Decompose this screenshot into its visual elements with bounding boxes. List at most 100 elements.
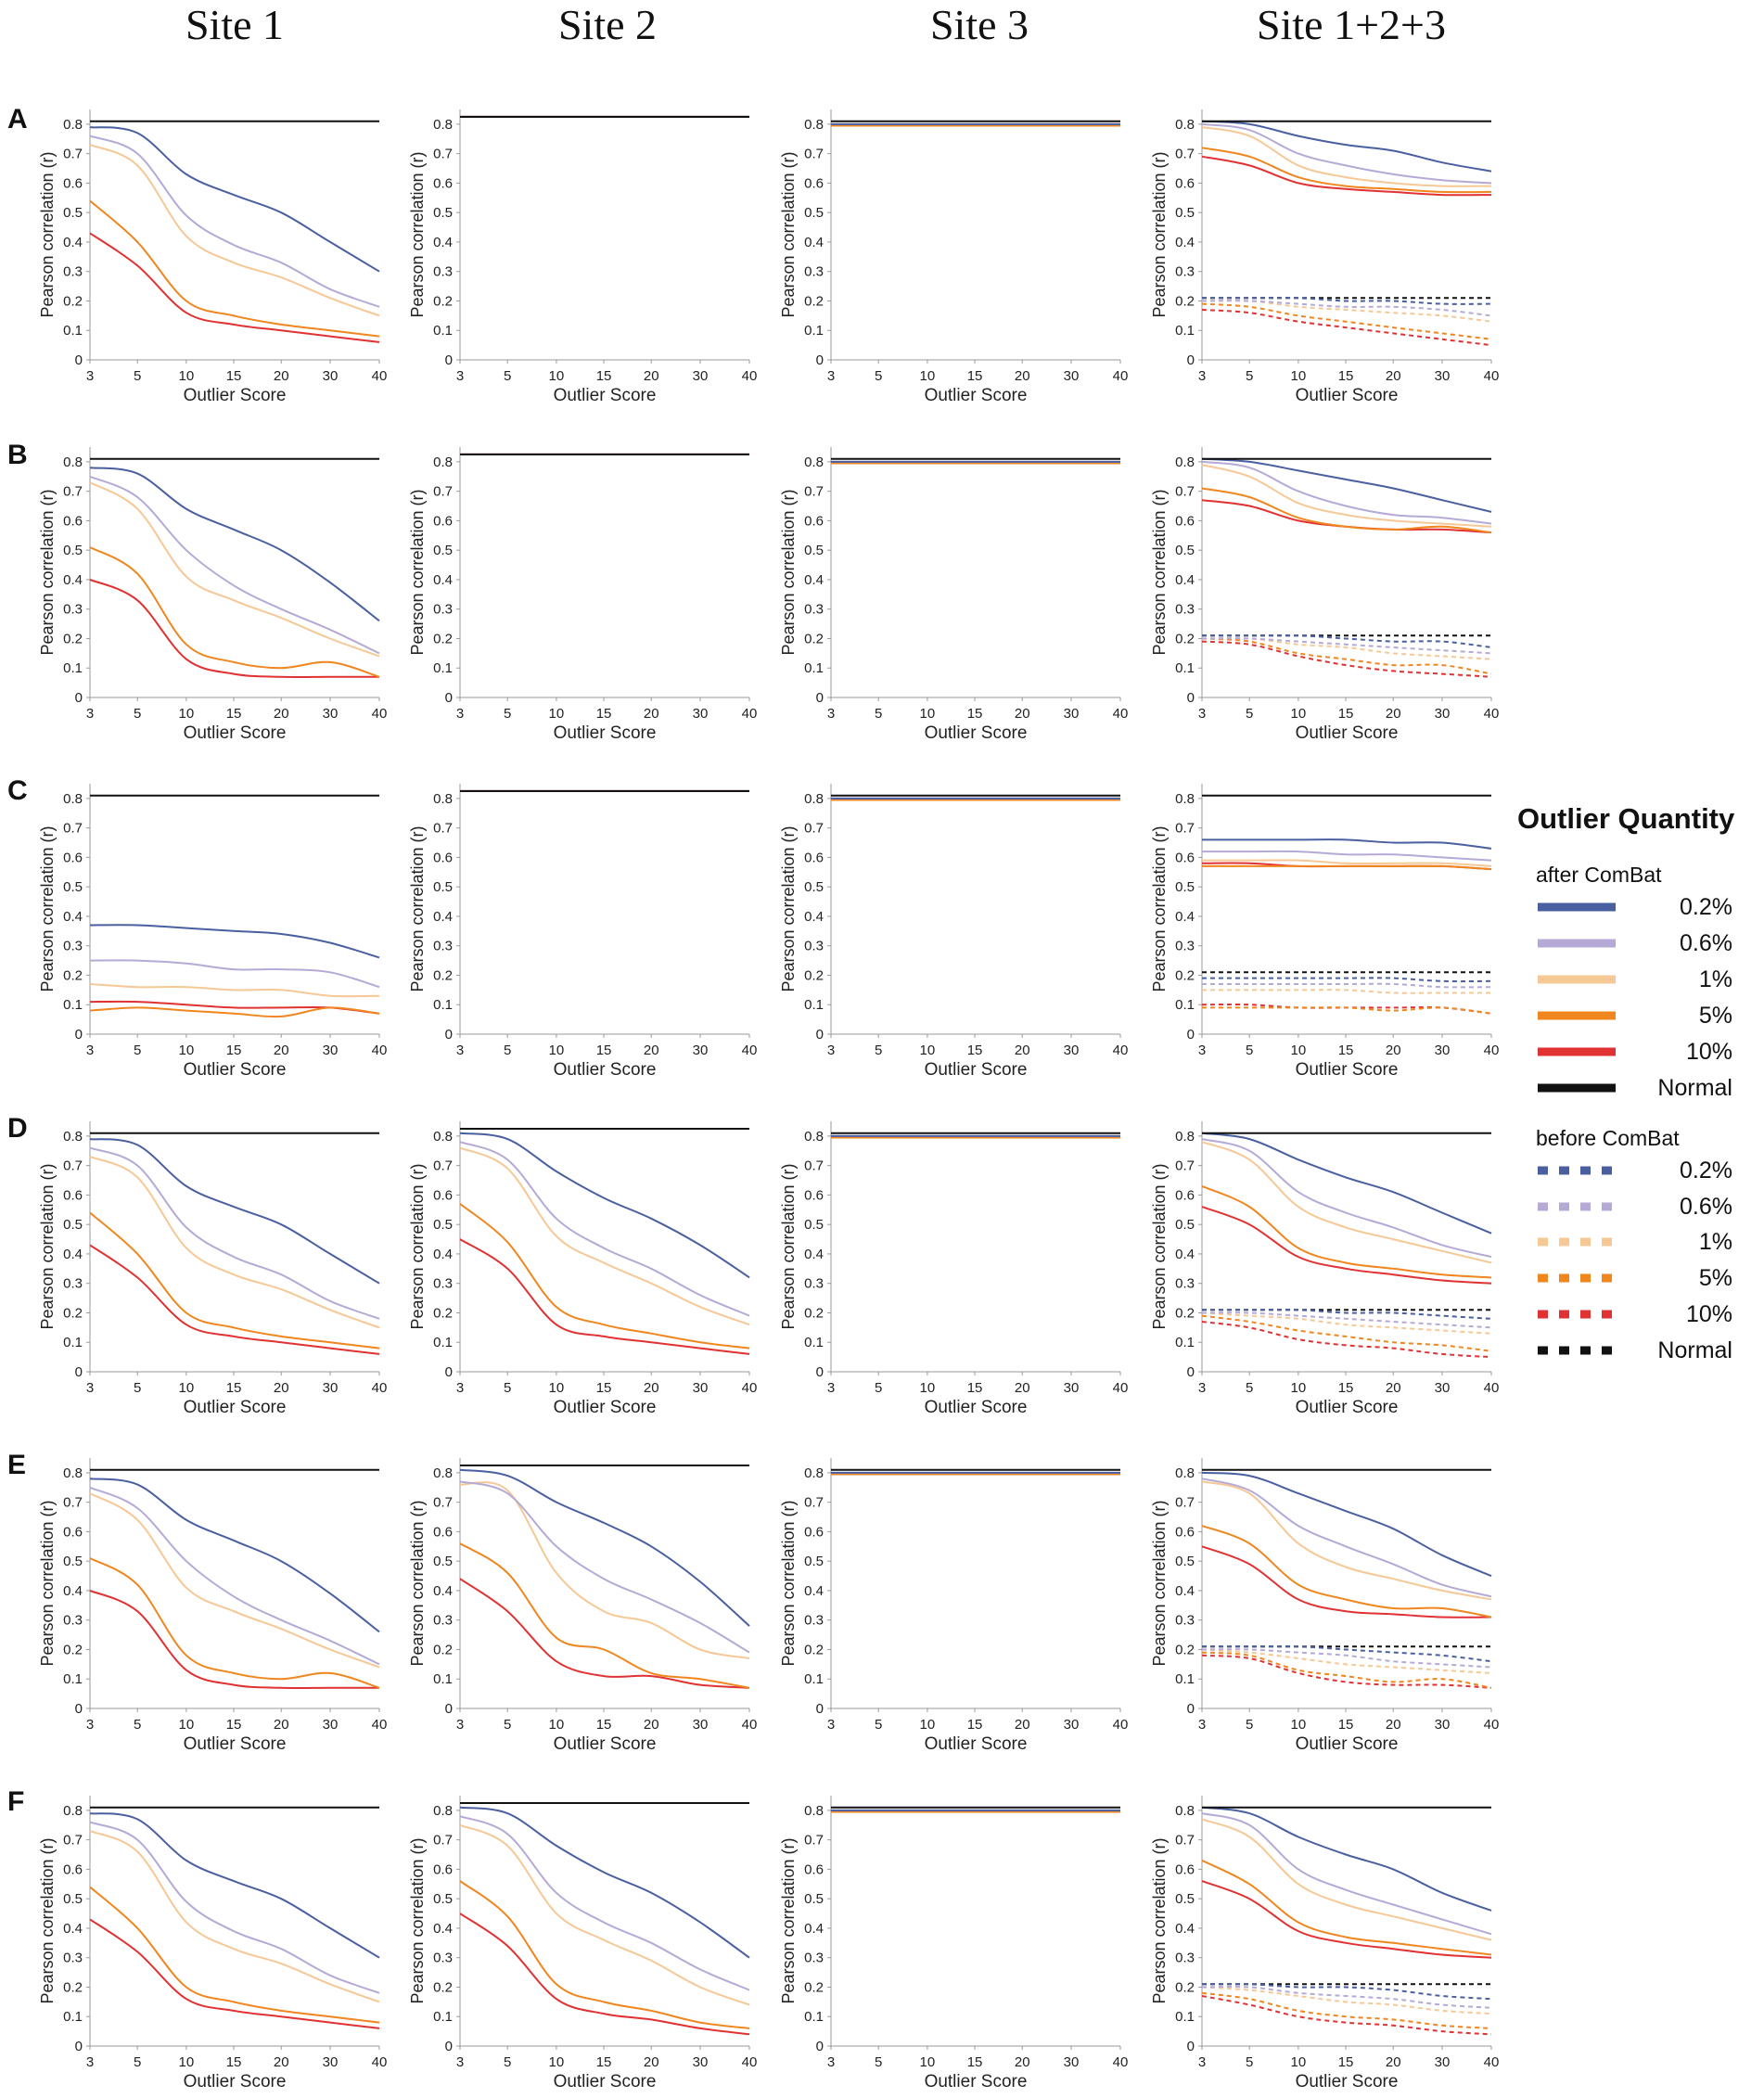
x-tick-label: 40 (372, 2054, 388, 2070)
x-tick-label: 15 (226, 1043, 242, 1058)
x-tick-label: 3 (827, 1380, 835, 1396)
x-tick-label: 3 (1198, 1380, 1206, 1396)
y-tick-label: 0.1 (1175, 323, 1195, 339)
y-tick-label: 0.6 (1175, 513, 1195, 529)
panel: 0 0.1 0.2 0.3 0.4 0.5 0.6 0.7 0.8 3 5 10 15 20 30 40 Out… (779, 447, 1128, 743)
y-tick-label: 0.2 (433, 1305, 453, 1321)
series-p1-after (89, 1492, 380, 1669)
x-tick-label: 30 (693, 2054, 709, 2070)
series-p1-after (1201, 1141, 1492, 1264)
y-tick-label: 0.5 (804, 1891, 824, 1907)
y-tick-label: 0 (75, 2039, 83, 2054)
series-p02-after (459, 1806, 750, 1959)
panel: 0 0.1 0.2 0.3 0.4 0.5 0.6 0.7 0.8 3 5 10 15 20 30 40 Out… (1150, 1121, 1499, 1417)
x-axis-label: Outlier Score (554, 1060, 657, 1080)
y-axis-label: Pearson correlation (r) (779, 825, 798, 991)
y-tick-label: 0.7 (433, 1158, 453, 1174)
x-tick-label: 40 (1113, 1043, 1129, 1058)
y-tick-label: 0 (75, 1364, 83, 1380)
series-p06-before (1201, 1986, 1492, 2009)
y-tick-label: 0.5 (433, 205, 453, 221)
series-p02-before (1202, 1309, 1492, 1320)
series-p10-after (1201, 1206, 1492, 1285)
y-axis-label: Pearson correlation (r) (779, 1837, 798, 2003)
y-axis-label: Pearson correlation (r) (1150, 489, 1169, 655)
x-tick-label: 15 (596, 2054, 612, 2070)
x-tick-label: 10 (549, 1717, 565, 1733)
x-tick-label: 30 (693, 1717, 709, 1733)
y-axis-label: Pearson correlation (r) (38, 1837, 57, 2003)
x-tick-label: 20 (644, 1043, 659, 1058)
panel: 0 0.1 0.2 0.3 0.4 0.5 0.6 0.7 0.8 3 5 10 15 20 30 40 Out… (408, 109, 757, 405)
y-tick-label: 0.6 (63, 1524, 83, 1540)
y-tick-label: 0.1 (433, 2009, 453, 2025)
y-tick-label: 0.3 (804, 1951, 824, 1966)
y-tick-label: 0.6 (63, 175, 83, 191)
series-p5-after (89, 1211, 380, 1350)
x-tick-label: 5 (875, 1380, 882, 1396)
y-tick-label: 0.7 (1175, 1833, 1195, 1849)
panel: 0 0.1 0.2 0.3 0.4 0.5 0.6 0.7 0.8 3 5 10 15 20 30 40 Out… (38, 1796, 387, 2092)
y-tick-label: 0.4 (1175, 909, 1195, 925)
legend-label-before: 1% (1699, 1229, 1732, 1255)
y-tick-label: 0.4 (433, 1583, 453, 1599)
y-tick-label: 0.2 (63, 631, 83, 646)
panel: 0 0.1 0.2 0.3 0.4 0.5 0.6 0.7 0.8 3 5 10 15 20 30 40 Out… (1150, 1458, 1499, 1754)
legend-before-label: before ComBat (1536, 1126, 1680, 1150)
x-tick-label: 30 (693, 1380, 709, 1396)
x-tick-label: 40 (1484, 1380, 1500, 1396)
series-p10-after (1201, 1545, 1492, 1618)
series-p1-after (1201, 1480, 1492, 1601)
x-tick-label: 20 (274, 368, 289, 384)
x-tick-label: 5 (1246, 1717, 1253, 1733)
x-axis-label: Outlier Score (925, 1398, 1028, 1417)
y-tick-label: 0.1 (804, 323, 824, 339)
series-p5-before (1202, 1006, 1492, 1015)
x-tick-label: 30 (323, 1717, 339, 1733)
column-title: Site 1 (185, 1, 284, 48)
y-tick-label: 0.3 (804, 939, 824, 954)
x-tick-label: 15 (1338, 2054, 1354, 2070)
y-tick-label: 0.1 (804, 997, 824, 1013)
series-p06-after (1202, 850, 1492, 862)
y-tick-label: 0.2 (1175, 967, 1195, 983)
x-tick-label: 5 (875, 1043, 882, 1058)
series-p5-after (1201, 147, 1492, 194)
x-tick-label: 10 (920, 1380, 936, 1396)
y-tick-label: 0.8 (804, 791, 824, 807)
y-tick-label: 0.5 (1175, 879, 1195, 895)
x-tick-label: 20 (644, 2054, 659, 2070)
panel: 0 0.1 0.2 0.3 0.4 0.5 0.6 0.7 0.8 3 5 10 15 20 30 40 Out… (779, 1796, 1128, 2092)
y-tick-label: 0.7 (433, 147, 453, 162)
x-tick-label: 10 (1291, 368, 1307, 384)
legend-label-before: 0.2% (1680, 1158, 1732, 1183)
panel: 0 0.1 0.2 0.3 0.4 0.5 0.6 0.7 0.8 3 5 10 15 20 30 40 Out… (1150, 109, 1499, 405)
row-letter: A (7, 104, 28, 134)
x-tick-label: 30 (1435, 368, 1451, 384)
legend: Outlier Quantity after ComBat before ComBa… (1517, 802, 1735, 1363)
y-tick-label: 0.3 (804, 1276, 824, 1292)
x-tick-label: 30 (693, 1043, 709, 1058)
x-tick-label: 30 (323, 1380, 339, 1396)
x-tick-label: 15 (967, 706, 983, 722)
x-axis-label: Outlier Score (554, 386, 657, 405)
x-axis-label: Outlier Score (554, 1398, 657, 1417)
x-tick-label: 15 (1338, 368, 1354, 384)
x-axis-label: Outlier Score (1296, 1734, 1399, 1754)
x-tick-label: 3 (456, 2054, 464, 2070)
y-tick-label: 0.7 (804, 147, 824, 162)
y-tick-label: 0.5 (63, 879, 83, 895)
y-tick-label: 0.3 (63, 1951, 83, 1966)
y-tick-label: 0.7 (63, 1495, 83, 1511)
x-axis-label: Outlier Score (925, 723, 1028, 743)
y-axis-label: Pearson correlation (r) (779, 1163, 798, 1329)
y-tick-label: 0.2 (63, 293, 83, 309)
x-tick-label: 30 (1064, 1043, 1080, 1058)
y-axis-label: Pearson correlation (r) (38, 151, 57, 317)
column-titles: Site 1 Site 2 Site 3 Site 1+2+3 (185, 1, 1446, 48)
y-tick-label: 0.4 (433, 1247, 453, 1262)
y-tick-label: 0.4 (1175, 1921, 1195, 1937)
y-tick-label: 0.3 (1175, 1951, 1195, 1966)
x-tick-label: 5 (1246, 1380, 1253, 1396)
x-tick-label: 40 (1113, 368, 1129, 384)
